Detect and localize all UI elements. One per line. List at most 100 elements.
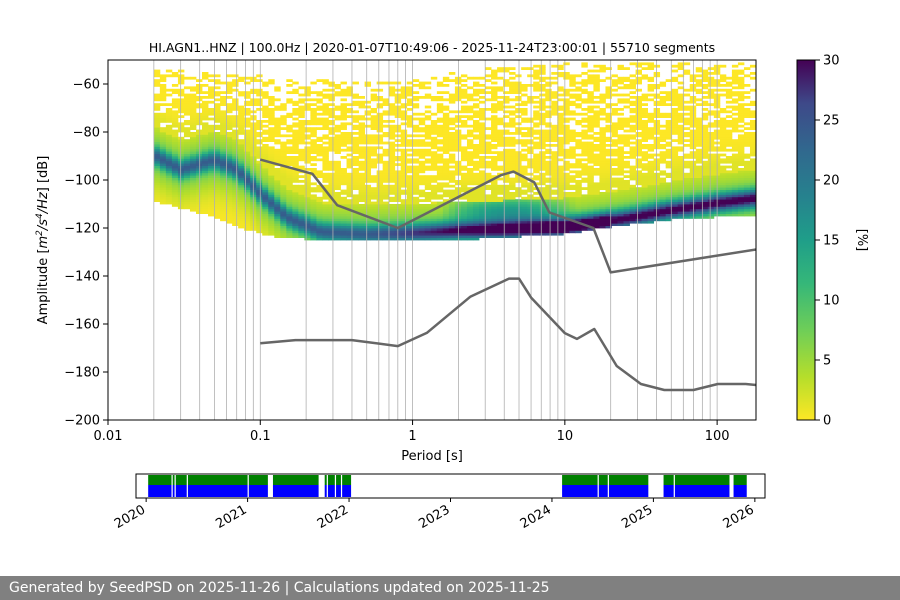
heatmap-cell bbox=[659, 180, 667, 183]
heatmap-cell bbox=[731, 213, 739, 217]
heatmap-cell bbox=[346, 182, 353, 186]
heatmap-cell bbox=[165, 172, 173, 176]
heatmap-cell bbox=[232, 216, 239, 219]
heatmap-cell bbox=[731, 64, 739, 68]
heatmap-cell bbox=[593, 168, 600, 171]
heatmap-cell bbox=[557, 122, 564, 126]
heatmap-cell bbox=[262, 148, 269, 152]
heatmap-cell bbox=[370, 235, 378, 238]
heatmap-cell bbox=[503, 184, 510, 188]
heatmap-cell bbox=[400, 136, 408, 140]
heatmap-cell bbox=[226, 211, 233, 214]
heatmap-cell bbox=[430, 175, 438, 178]
heatmap-cell bbox=[539, 204, 546, 207]
heatmap-cell bbox=[358, 117, 365, 121]
heatmap-cell bbox=[171, 196, 179, 200]
heatmap-cell bbox=[286, 216, 293, 219]
heatmap-cell bbox=[677, 67, 685, 70]
heatmap-cell bbox=[442, 170, 450, 174]
heatmap-cell bbox=[214, 180, 221, 183]
heatmap-cell bbox=[479, 184, 486, 188]
heatmap-cell bbox=[232, 199, 239, 202]
heatmap-cell bbox=[412, 98, 420, 102]
heatmap-cell bbox=[623, 208, 630, 212]
heatmap-cell bbox=[731, 208, 739, 212]
heatmap-cell bbox=[418, 156, 426, 159]
heatmap-cell bbox=[695, 117, 703, 121]
heatmap-cell bbox=[737, 91, 745, 94]
heatmap-cell bbox=[238, 170, 245, 174]
heatmap-cell bbox=[521, 180, 528, 183]
heatmap-cell bbox=[509, 168, 516, 171]
heatmap-cell bbox=[695, 216, 703, 219]
heatmap-cell bbox=[418, 96, 426, 99]
heatmap-cell bbox=[569, 110, 576, 114]
heatmap-cell bbox=[635, 160, 642, 164]
heatmap-cell bbox=[611, 74, 618, 78]
heatmap-cell bbox=[304, 180, 311, 183]
heatmap-cell bbox=[442, 84, 450, 87]
heatmap-cell bbox=[202, 165, 209, 169]
heatmap-cell bbox=[665, 151, 673, 154]
heatmap-cell bbox=[244, 124, 251, 128]
heatmap-cell bbox=[701, 153, 709, 157]
heatmap-cell bbox=[515, 187, 522, 190]
heatmap-cell bbox=[551, 93, 558, 97]
heatmap-cell bbox=[298, 132, 305, 135]
heatmap-cell bbox=[400, 220, 408, 224]
heatmap-cell bbox=[340, 136, 347, 140]
heatmap-cell bbox=[617, 117, 624, 121]
heatmap-cell bbox=[587, 74, 594, 78]
heatmap-cell bbox=[647, 208, 655, 212]
heatmap-cell bbox=[298, 100, 305, 104]
heatmap-cell bbox=[515, 220, 522, 224]
heatmap-cell bbox=[707, 187, 715, 190]
heatmap-cell bbox=[683, 120, 691, 123]
heatmap-cell bbox=[689, 129, 697, 133]
heatmap-cell bbox=[659, 170, 667, 174]
heatmap-cell bbox=[388, 146, 396, 150]
heatmap-cell bbox=[497, 136, 504, 140]
heatmap-cell bbox=[286, 225, 293, 229]
heatmap-cell bbox=[412, 189, 420, 193]
heatmap-cell bbox=[382, 120, 390, 123]
heatmap-cell bbox=[485, 223, 492, 226]
heatmap-cell bbox=[238, 148, 245, 152]
heatmap-cell bbox=[430, 141, 438, 145]
heatmap-cell bbox=[189, 182, 197, 186]
heatmap-cell bbox=[533, 170, 540, 174]
heatmap-cell bbox=[533, 158, 540, 162]
heatmap-cell bbox=[352, 168, 359, 171]
heatmap-cell bbox=[593, 88, 600, 92]
heatmap-cell bbox=[442, 76, 450, 80]
heatmap-cell bbox=[665, 208, 673, 212]
heatmap-cell bbox=[460, 220, 468, 224]
heatmap-cell bbox=[304, 223, 311, 226]
heatmap-cell bbox=[177, 110, 185, 114]
heatmap-cell bbox=[358, 228, 365, 231]
heatmap-cell bbox=[442, 134, 450, 138]
heatmap-cell bbox=[436, 225, 444, 229]
heatmap-cell bbox=[316, 237, 323, 241]
heatmap-cell bbox=[442, 235, 450, 238]
heatmap-cell bbox=[485, 206, 492, 210]
heatmap-cell bbox=[448, 208, 456, 212]
heatmap-cell bbox=[310, 235, 317, 238]
heatmap-cell bbox=[256, 120, 263, 123]
heatmap-cell bbox=[683, 62, 691, 66]
heatmap-cell bbox=[268, 211, 275, 214]
heatmap-cell bbox=[406, 225, 414, 229]
heatmap-cell bbox=[491, 96, 498, 99]
heatmap-cell bbox=[171, 189, 179, 193]
heatmap-cell bbox=[238, 189, 245, 193]
heatmap-cell bbox=[352, 199, 359, 202]
heatmap-cell bbox=[641, 129, 649, 133]
heatmap-cell bbox=[701, 201, 709, 205]
heatmap-cell bbox=[731, 76, 739, 80]
heatmap-cell bbox=[497, 129, 504, 133]
heatmap-cell bbox=[358, 122, 365, 126]
heatmap-cell bbox=[647, 136, 655, 140]
heatmap-cell bbox=[153, 108, 161, 111]
heatmap-cell bbox=[617, 204, 624, 207]
heatmap-cell bbox=[617, 134, 624, 138]
